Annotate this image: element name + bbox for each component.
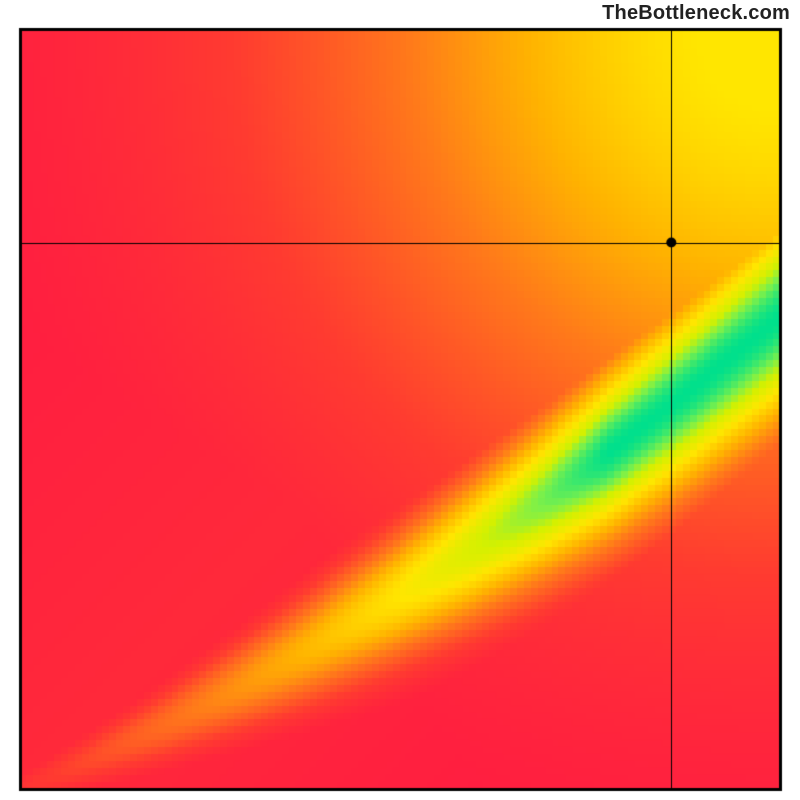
bottleneck-heatmap bbox=[0, 0, 800, 800]
watermark-text: TheBottleneck.com bbox=[602, 2, 790, 25]
chart-container: TheBottleneck.com bbox=[0, 0, 800, 800]
